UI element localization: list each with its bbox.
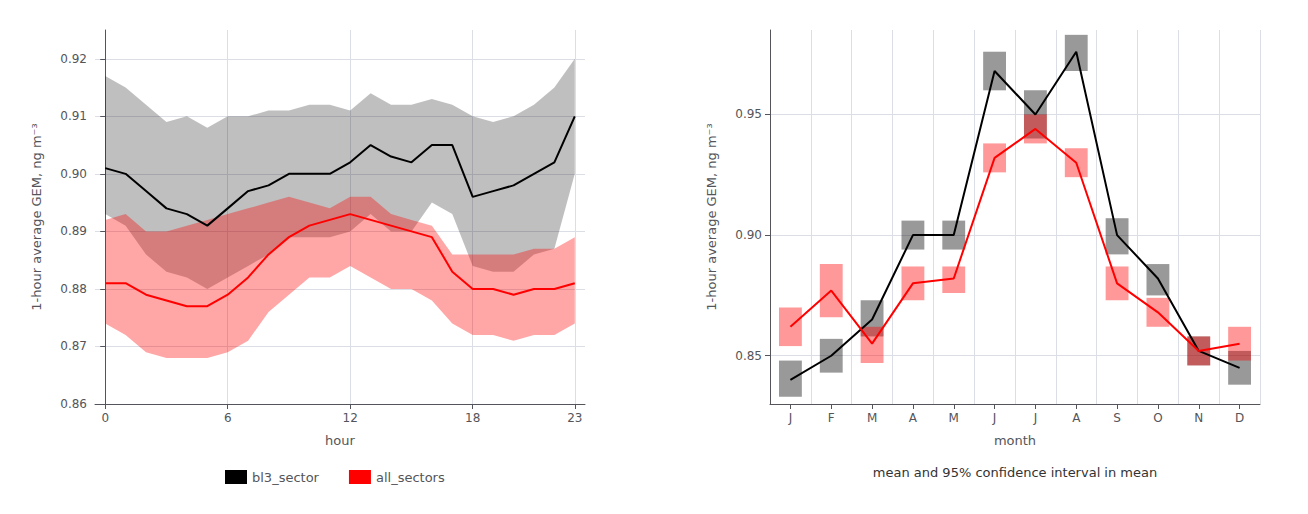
svg-text:0: 0 <box>101 411 109 425</box>
svg-text:mean and 95% confidence interv: mean and 95% confidence interval in mean <box>873 465 1157 480</box>
svg-text:0.95: 0.95 <box>735 107 762 121</box>
svg-text:0.91: 0.91 <box>60 109 87 123</box>
svg-text:0.92: 0.92 <box>60 52 87 66</box>
svg-text:A: A <box>1072 411 1081 425</box>
svg-text:S: S <box>1113 411 1121 425</box>
svg-text:N: N <box>1194 411 1203 425</box>
svg-text:A: A <box>909 411 918 425</box>
svg-text:J: J <box>992 411 997 425</box>
svg-text:1-hour average GEM, ng m⁻³: 1-hour average GEM, ng m⁻³ <box>704 123 719 310</box>
svg-text:bl3_sector: bl3_sector <box>252 470 320 485</box>
svg-text:12: 12 <box>343 411 358 425</box>
svg-text:0.90: 0.90 <box>735 228 762 242</box>
svg-text:month: month <box>994 433 1036 448</box>
svg-text:hour: hour <box>325 433 355 448</box>
svg-text:O: O <box>1153 411 1162 425</box>
svg-text:0.87: 0.87 <box>60 339 87 353</box>
svg-text:0.90: 0.90 <box>60 167 87 181</box>
svg-text:23: 23 <box>567 411 582 425</box>
svg-text:D: D <box>1235 411 1244 425</box>
svg-text:0.86: 0.86 <box>60 397 87 411</box>
svg-text:J: J <box>1033 411 1038 425</box>
svg-text:M: M <box>867 411 877 425</box>
svg-text:M: M <box>949 411 959 425</box>
svg-text:18: 18 <box>465 411 480 425</box>
svg-text:F: F <box>828 411 835 425</box>
svg-text:J: J <box>788 411 793 425</box>
svg-text:6: 6 <box>224 411 232 425</box>
svg-text:0.85: 0.85 <box>735 349 762 363</box>
svg-text:0.89: 0.89 <box>60 224 87 238</box>
svg-text:0.88: 0.88 <box>60 282 87 296</box>
svg-text:all_sectors: all_sectors <box>376 470 445 485</box>
svg-text:1-hour average GEM, ng m⁻³: 1-hour average GEM, ng m⁻³ <box>29 123 44 310</box>
